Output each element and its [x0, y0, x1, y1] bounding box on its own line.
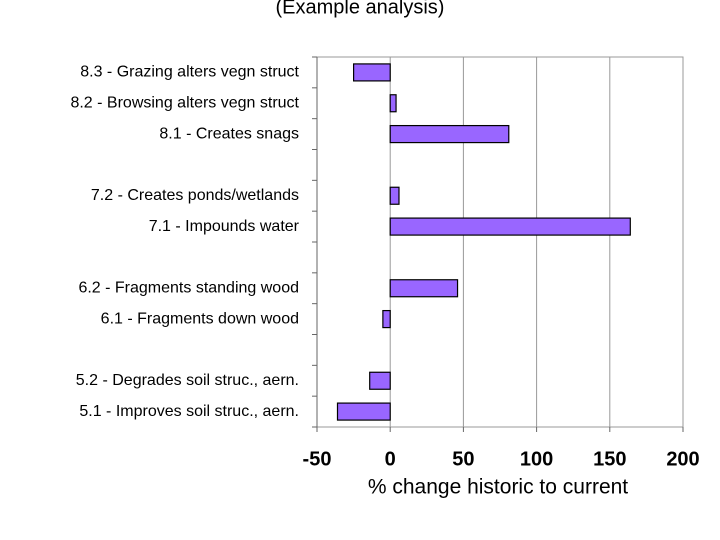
bar [369, 371, 391, 390]
bar [389, 94, 397, 113]
y-tick-label: 7.2 - Creates ponds/wetlands [91, 187, 299, 204]
bar [382, 309, 391, 329]
y-tick-label: 8.1 - Creates snags [159, 125, 299, 142]
x-tick-label: 150 [593, 448, 626, 470]
chart-title: (Example analysis) [276, 0, 445, 18]
plot-area [316, 56, 684, 428]
bar [389, 217, 631, 236]
y-tick-label: 5.1 - Improves soil struc., aern. [79, 403, 299, 420]
x-tick-label: 0 [385, 448, 396, 470]
x-tick-label: -50 [303, 448, 332, 470]
bar [336, 402, 391, 421]
x-tick-label: 200 [666, 448, 699, 470]
y-tick-label: 8.2 - Browsing alters vegn struct [70, 94, 299, 111]
bar [353, 63, 391, 82]
x-tick-label: 100 [520, 448, 553, 470]
y-tick-label: 5.2 - Degrades soil struc., aern. [76, 372, 299, 389]
bar [389, 279, 459, 298]
bar [389, 186, 400, 205]
y-tick-label: 8.3 - Grazing alters vegn struct [80, 64, 299, 81]
bar [389, 124, 510, 144]
y-tick-label: 6.1 - Fragments down wood [101, 310, 299, 327]
y-tick-label: 6.2 - Fragments standing wood [78, 279, 299, 296]
x-axis-title: % change historic to current [368, 476, 628, 499]
y-tick-label: 7.1 - Impounds water [149, 218, 300, 235]
x-tick-label: 50 [452, 448, 474, 470]
